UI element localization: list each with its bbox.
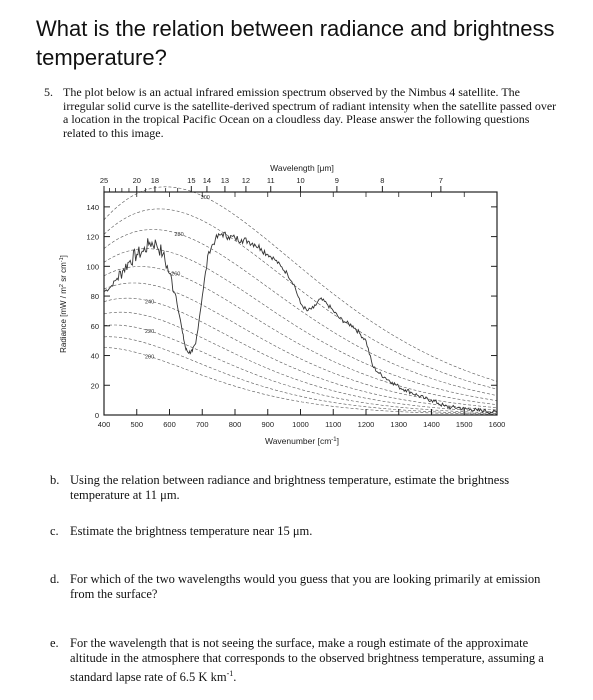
- x-tick-label-1000: 1000: [292, 420, 309, 429]
- planck-curves: [103, 186, 498, 415]
- x-tick-label-700: 700: [196, 420, 209, 429]
- planck-curve-240k: [103, 297, 498, 411]
- question-b: b. Using the relation between radiance a…: [50, 473, 550, 503]
- wavelength-axis-title: Wavelength [μm]: [270, 163, 334, 173]
- y-tick-label-80: 80: [91, 292, 99, 301]
- question-c-letter: c.: [50, 524, 59, 538]
- planck-label-260: 260: [171, 272, 180, 278]
- radiance-axis-title: Radiance [mW / m2 sr cm-1]: [59, 255, 68, 353]
- wavelength-tick-label-10: 10: [296, 176, 304, 185]
- planck-curve-labels: 300 280 260 240 220 200: [145, 195, 210, 361]
- question-e-text: For the wavelength that is not seeing th…: [70, 636, 550, 685]
- x-tick-label-400: 400: [98, 420, 111, 429]
- question-d: d. For which of the two wavelengths woul…: [50, 572, 550, 602]
- planck-curve-270k: [103, 248, 498, 401]
- planck-curve-260k: [103, 266, 498, 405]
- question-b-letter: b.: [50, 473, 60, 487]
- radiance-axis-title-sup1: 2: [59, 284, 65, 287]
- x-tick-label-1400: 1400: [423, 420, 440, 429]
- planck-curve-230k: [103, 311, 497, 412]
- wavelength-tick-label-8: 8: [380, 176, 384, 185]
- observed-spectrum-line: [103, 231, 498, 415]
- x-tick-label-600: 600: [163, 420, 176, 429]
- radiance-axis-title-sup2: -1: [59, 257, 65, 262]
- y-tick-label-120: 120: [86, 233, 99, 242]
- wavelength-tick-label-13: 13: [221, 176, 229, 185]
- question-5-number: 5.: [44, 85, 53, 99]
- question-c: c. Estimate the brightness temperature n…: [50, 524, 550, 539]
- wavelength-tick-label-14: 14: [203, 176, 211, 185]
- planck-label-200: 200: [145, 354, 154, 360]
- wavelength-tick-label-11: 11: [267, 176, 275, 185]
- x-axis-ticks: 400 500 600 700 800 900 1000 1100 1200 1300 1400 15…: [98, 192, 506, 429]
- question-b-text: Using the relation between radiance and …: [70, 473, 510, 502]
- planck-curve-210k: [104, 336, 497, 414]
- planck-curve-290k: [103, 208, 498, 390]
- wavelength-tick-label-9: 9: [335, 176, 339, 185]
- question-e-text-end: .: [233, 670, 237, 685]
- question-e-letter: e.: [50, 636, 59, 650]
- wavelength-tick-label-25: 25: [100, 176, 108, 185]
- wavenumber-axis-title-main: Wavenumber [cm: [265, 436, 331, 446]
- y-tick-label-20: 20: [91, 381, 99, 390]
- planck-label-240: 240: [145, 299, 154, 305]
- x-tick-label-1300: 1300: [390, 420, 407, 429]
- wavenumber-axis-title-end: ]: [337, 436, 339, 446]
- radiance-axis-title-mid: sr cm: [59, 262, 68, 284]
- question-5-text: The plot below is an actual infrared emi…: [63, 85, 557, 140]
- y-axis-ticks: 0 20 40 60 80 100 120 140: [86, 203, 497, 420]
- wavenumber-axis-title-sup: -1: [331, 437, 337, 443]
- question-d-letter: d.: [50, 572, 60, 586]
- x-tick-label-1100: 1100: [325, 420, 341, 429]
- question-d-text: For which of the two wavelengths would y…: [70, 572, 541, 601]
- x-tick-label-1600: 1600: [489, 420, 506, 429]
- y-tick-label-40: 40: [91, 352, 99, 361]
- wavelength-tick-label-7: 7: [439, 176, 443, 185]
- wavelength-tick-label-12: 12: [242, 176, 250, 185]
- wavelength-tick-label-18: 18: [151, 176, 159, 185]
- radiance-axis-title-main: Radiance [mW / m: [59, 287, 68, 353]
- x-tick-label-800: 800: [229, 420, 242, 429]
- wavelength-tick-label-20: 20: [133, 176, 141, 185]
- y-tick-label-0: 0: [95, 411, 99, 420]
- x-tick-label-900: 900: [261, 420, 274, 429]
- planck-curve-250k: [103, 282, 498, 408]
- x-tick-label-1200: 1200: [358, 420, 375, 429]
- page-title: What is the relation between radiance an…: [36, 16, 555, 70]
- wavelength-tick-label-15: 15: [187, 176, 195, 185]
- wavenumber-axis-title: Wavenumber [cm-1]: [265, 436, 339, 446]
- planck-label-300: 300: [201, 195, 210, 201]
- question-e: e. For the wavelength that is not seeing…: [50, 636, 550, 685]
- y-tick-label-60: 60: [91, 322, 99, 331]
- question-e-text-main: For the wavelength that is not seeing th…: [70, 636, 544, 685]
- x-tick-label-1500: 1500: [456, 420, 473, 429]
- radiance-axis-title-end: ]: [59, 255, 68, 257]
- x-tick-label-500: 500: [130, 420, 143, 429]
- planck-curve-220k: [103, 324, 497, 414]
- question-5: 5. The plot below is an actual infrared …: [44, 85, 564, 140]
- y-tick-label-100: 100: [86, 262, 99, 271]
- y-tick-label-140: 140: [86, 203, 99, 212]
- wavelength-axis-ticks: 25 20 18 15 14 13 12 11 10 9 8 7: [100, 176, 443, 192]
- planck-curve-280k: [103, 229, 498, 396]
- question-e-text-sup: -1: [226, 669, 234, 678]
- question-c-text: Estimate the brightness temperature near…: [70, 524, 313, 538]
- planck-label-280: 280: [174, 232, 183, 238]
- planck-label-220: 220: [145, 329, 154, 335]
- planck-curve-300k: [103, 186, 498, 382]
